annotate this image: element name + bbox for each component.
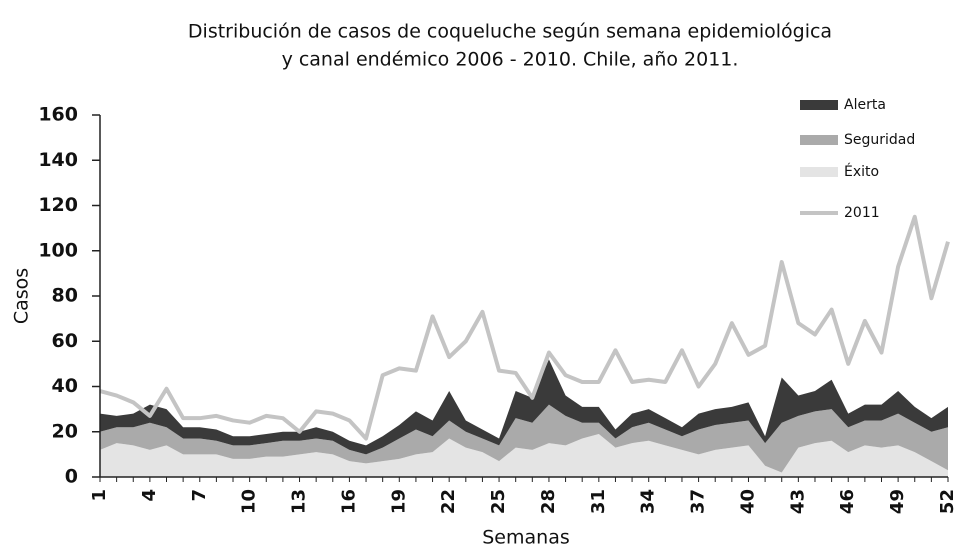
area: [100, 434, 948, 477]
area: [100, 359, 948, 455]
chart-title: Distribución de casos de coqueluche segú…: [188, 21, 832, 43]
y-axis-label: Casos: [11, 268, 33, 324]
x-tick-label: 40: [737, 489, 758, 514]
y-tick-label: 120: [38, 194, 78, 216]
x-tick-label: 4: [139, 489, 160, 502]
legend-label: Éxito: [844, 163, 879, 180]
line: [99, 214, 950, 441]
legend-label: Alerta: [844, 97, 886, 113]
area: [100, 404, 948, 473]
chart-title: y canal endémico 2006 - 2010. Chile, año…: [282, 49, 739, 71]
x-tick-label: 10: [239, 489, 260, 514]
x-tick-label: 25: [488, 489, 509, 514]
y-tick-label: 160: [38, 104, 78, 126]
legend-swatch: [800, 135, 838, 145]
x-tick-label: 52: [937, 489, 957, 514]
y-tick-label: 60: [52, 330, 78, 352]
legend-swatch: [800, 100, 838, 110]
y-tick-label: 80: [52, 285, 78, 307]
x-tick-label: 7: [189, 489, 210, 502]
x-tick-label: 16: [338, 489, 359, 514]
y-tick-label: 140: [38, 149, 78, 171]
y-tick-label: 100: [38, 239, 78, 261]
x-tick-label: 43: [787, 489, 808, 514]
x-tick-label: 49: [887, 489, 908, 514]
x-axis-label: Semanas: [482, 527, 570, 548]
y-tick-label: 0: [65, 466, 78, 488]
legend-label: 2011: [844, 205, 880, 221]
x-tick-label: 31: [588, 489, 609, 514]
x-tick-label: 13: [289, 489, 310, 514]
x-tick-label: 34: [638, 489, 659, 514]
x-tick-label: 37: [688, 489, 709, 514]
x-tick-label: 1: [89, 489, 110, 502]
x-tick-label: 22: [438, 489, 459, 514]
x-tick-label: 28: [538, 489, 559, 514]
legend-swatch: [800, 167, 838, 177]
legend-label: Seguridad: [844, 132, 915, 148]
x-tick-label: 19: [388, 489, 409, 514]
y-tick-label: 20: [52, 420, 78, 442]
y-tick-label: 40: [52, 375, 78, 397]
x-tick-label: 46: [837, 489, 858, 514]
